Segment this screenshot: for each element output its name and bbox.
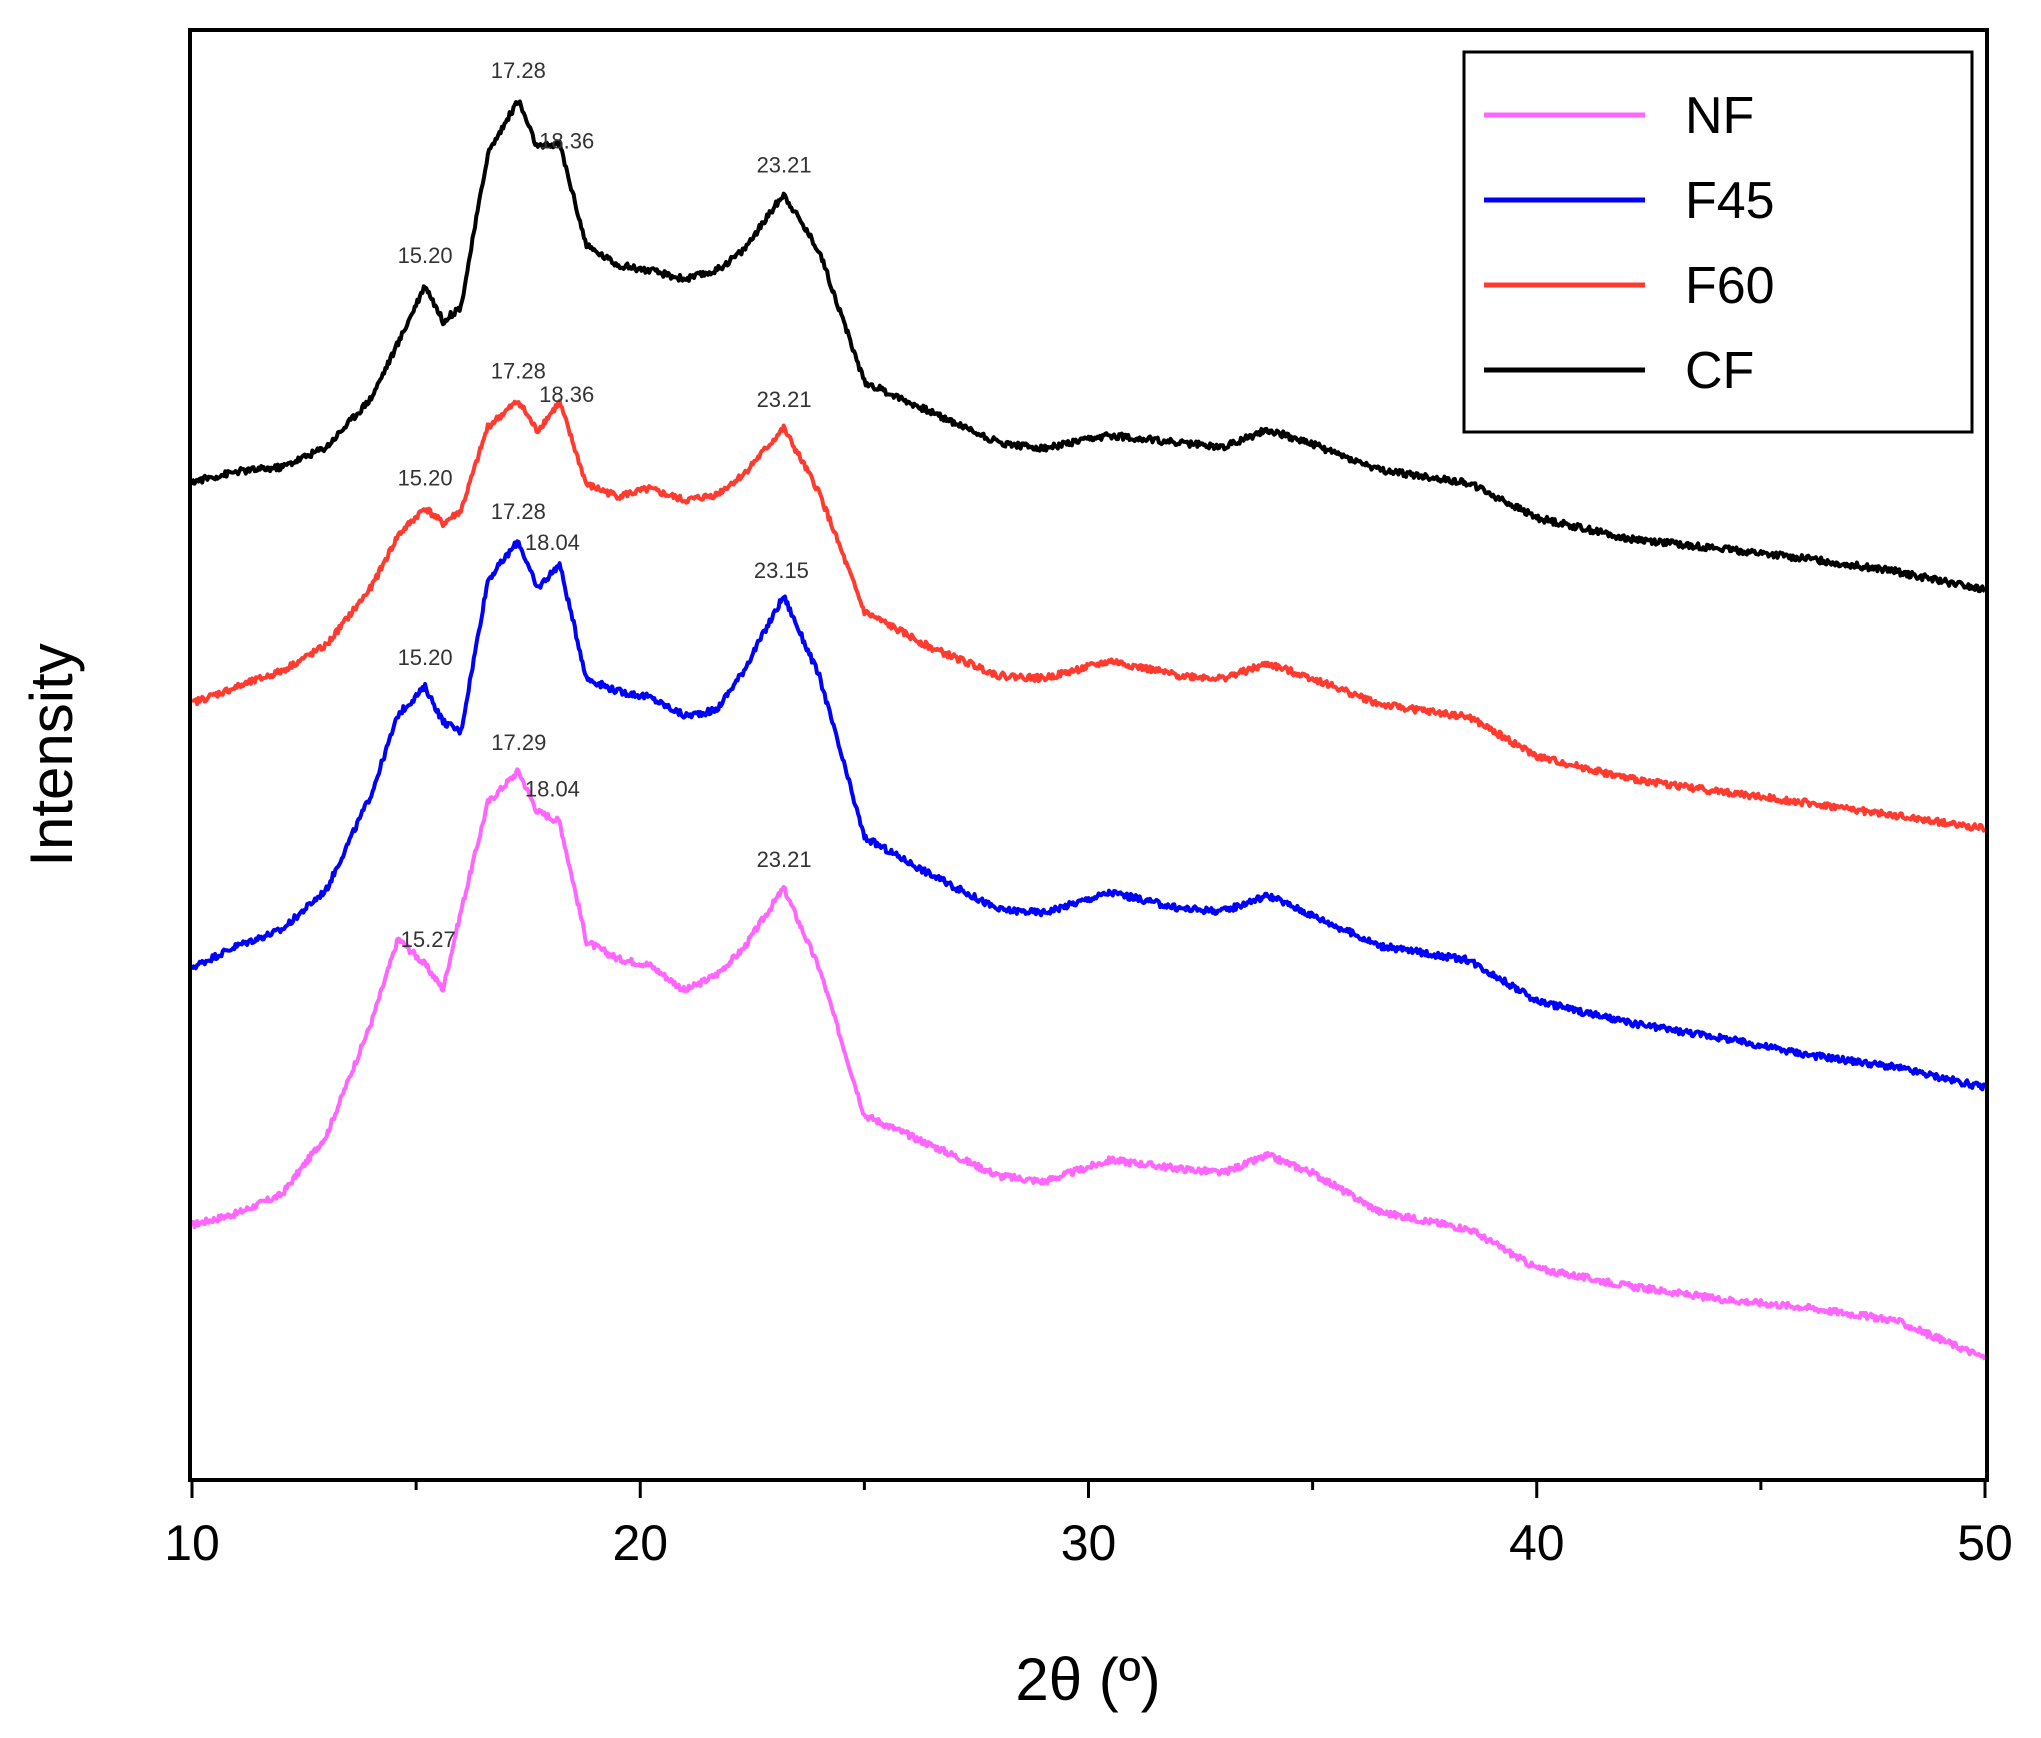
x-tick-label: 50	[1957, 1515, 2013, 1571]
x-tick-label: 30	[1061, 1515, 1117, 1571]
peak-label-nf: 17.29	[491, 730, 546, 755]
x-tick-label: 10	[164, 1515, 220, 1571]
peak-labels: 15.27 17.29 18.04 23.21 15.20 17.28 18.04 23.15…	[398, 58, 812, 952]
peak-label-nf: 23.21	[757, 847, 812, 872]
peak-label-cf: 23.21	[757, 153, 812, 178]
x-axis-title: 2θ (º)	[1015, 1646, 1160, 1713]
peak-label-f45: 23.15	[754, 558, 809, 583]
legend: NF F45 F60 CF	[1462, 50, 1974, 434]
peak-label-f60: 18.36	[539, 382, 594, 407]
peak-label-f60: 23.21	[757, 387, 812, 412]
peak-label-cf: 18.36	[539, 129, 594, 154]
x-axis-ticks: 10 20 30 40 50	[164, 1480, 2013, 1571]
legend-label-f45: F45	[1685, 172, 1775, 230]
legend-entries: NF F45 F60 CF	[1484, 87, 1775, 400]
series-line-f60	[191, 398, 1987, 833]
peak-label-cf: 17.28	[491, 58, 546, 83]
peak-label-nf: 18.04	[525, 776, 580, 801]
legend-label-f60: F60	[1685, 257, 1775, 315]
legend-label-cf: CF	[1685, 342, 1754, 400]
series-lines	[190, 99, 1987, 1361]
peak-label-f60: 15.20	[398, 466, 453, 491]
legend-label-nf: NF	[1685, 87, 1754, 145]
peak-label-f45: 15.20	[398, 645, 453, 670]
peak-label-f45: 18.04	[525, 530, 580, 555]
x-tick-label: 40	[1509, 1515, 1565, 1571]
peak-label-nf: 15.27	[401, 927, 456, 952]
x-tick-label: 20	[612, 1515, 668, 1571]
series-line-cf	[190, 99, 1987, 594]
peak-label-f60: 17.28	[491, 359, 546, 384]
series-line-f45	[190, 539, 1986, 1092]
series-line-nf	[191, 767, 1987, 1361]
peak-label-cf: 15.20	[398, 243, 453, 268]
y-axis-title: Intensity	[18, 643, 85, 866]
peak-label-f45: 17.28	[491, 499, 546, 524]
